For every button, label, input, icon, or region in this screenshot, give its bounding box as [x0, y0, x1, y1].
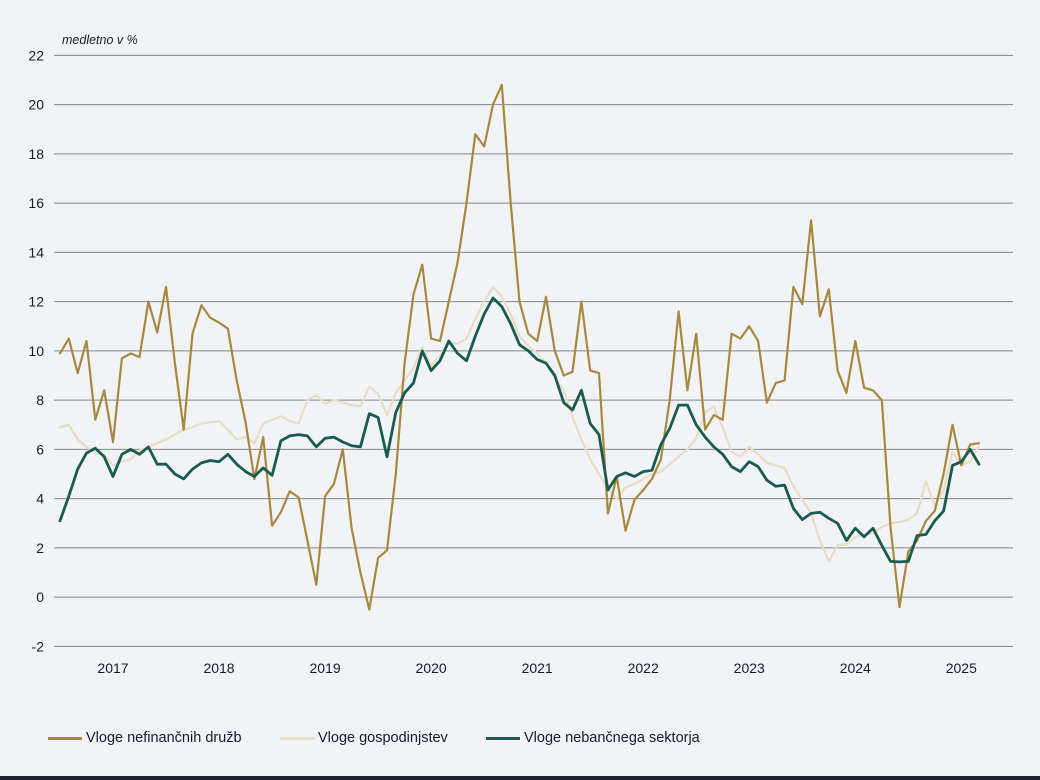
- y-axis-tick-label: 18: [28, 146, 44, 162]
- series-line-vloge-nefinan-nih-dru-b: [58, 83, 981, 611]
- legend-item-households: Vloge gospodinjstev: [280, 726, 448, 750]
- x-axis-year-label: 2018: [203, 660, 234, 676]
- x-axis-year-label: 2020: [416, 660, 447, 676]
- y-axis-tick-label: 2: [36, 540, 44, 556]
- legend-swatch-line-icon: [48, 736, 82, 740]
- y-axis-tick-label: 4: [36, 491, 44, 507]
- x-axis-year-label: 2017: [97, 660, 128, 676]
- x-axis-year-label: 2024: [840, 660, 871, 676]
- y-axis-tick-label: 12: [28, 294, 44, 310]
- y-axis-tick-label: 20: [28, 97, 44, 113]
- y-axis-tick-label: 6: [36, 441, 44, 457]
- series-line-vloge-gospodinjstev: [58, 285, 981, 563]
- y-axis-tick-label: 22: [28, 47, 44, 63]
- series-line-vloge-neban-nega-sektorja: [58, 296, 981, 564]
- y-axis-tick-label: 14: [28, 244, 44, 260]
- legend-item-nonbanking-sector: Vloge nebančnega sektorja: [486, 726, 700, 750]
- legend-label: Vloge nefinančnih družb: [86, 730, 242, 746]
- chart-legend: Vloge nefinančnih družb Vloge gospodinjs…: [0, 726, 1040, 750]
- x-axis-year-label: 2019: [310, 660, 341, 676]
- bottom-accent-bar: [0, 776, 1040, 780]
- x-axis-year-label: 2021: [522, 660, 553, 676]
- x-axis-year-label: 2022: [628, 660, 659, 676]
- gridlines: [54, 54, 1013, 647]
- legend-label: Vloge nebančnega sektorja: [524, 730, 700, 746]
- y-axis-tick-label: -2: [32, 638, 45, 654]
- y-axis-tick-label: 8: [36, 392, 44, 408]
- y-axis-tick-label: 10: [28, 343, 44, 359]
- x-axis-year-label: 2023: [734, 660, 765, 676]
- x-axis-year-labels: 2017 2018 2019 2020 2021 2022 2023 2024 2025: [97, 660, 977, 676]
- legend-swatch-line-icon: [280, 736, 314, 740]
- chart-title: medletno v %: [62, 33, 138, 47]
- y-axis-tick-labels: -2 0 2 4 6 8 10 12 14 16 18 20 22: [28, 47, 44, 654]
- legend-swatch-line-icon: [486, 736, 520, 740]
- x-axis-year-label: 2025: [946, 660, 977, 676]
- legend-label: Vloge gospodinjstev: [318, 730, 448, 746]
- y-axis-tick-label: 0: [36, 589, 44, 605]
- y-axis-tick-label: 16: [28, 195, 44, 211]
- legend-item-nonfinancial-corporations: Vloge nefinančnih družb: [48, 726, 242, 750]
